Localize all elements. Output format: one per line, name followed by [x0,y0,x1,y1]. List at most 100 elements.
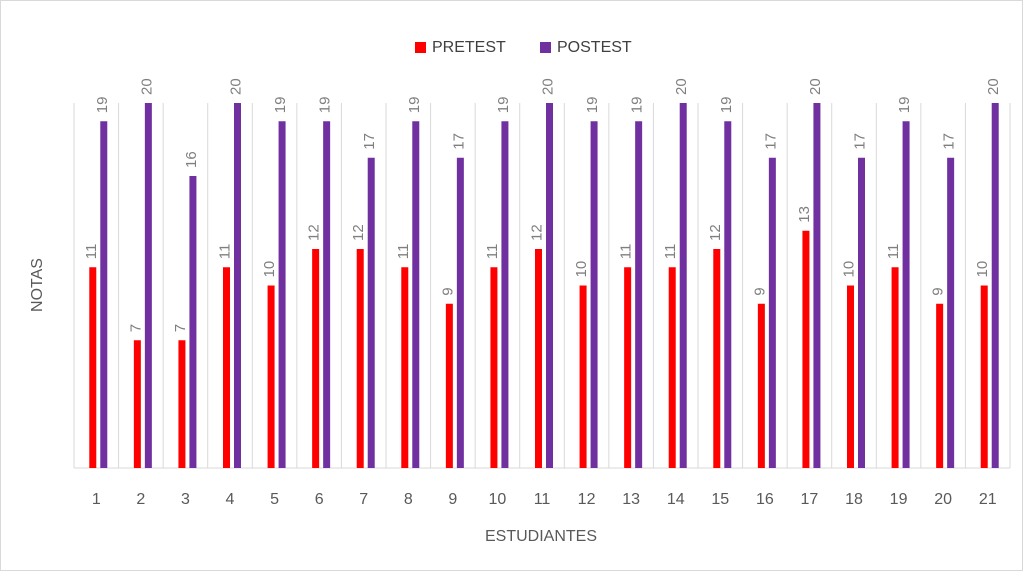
bar [624,267,632,468]
data-label: 9 [930,287,947,295]
x-tick-label: 10 [489,491,507,508]
bar [367,157,375,468]
data-label: 17 [941,133,958,150]
bar [813,103,821,468]
data-label: 19 [94,97,111,114]
data-label: 11 [484,244,501,260]
bar [356,249,364,468]
x-tick-label: 3 [181,491,190,508]
data-label: 19 [317,97,334,114]
bar [768,157,776,468]
bar [679,103,687,468]
x-tick-label: 5 [270,491,279,508]
x-tick-label: 4 [226,491,235,508]
bar [535,249,542,468]
data-label: 10 [261,261,278,278]
x-tick-label: 17 [801,491,819,508]
legend-swatch [540,42,551,53]
bar [178,340,186,468]
x-tick-label: 1 [92,491,101,508]
data-label: 17 [762,133,779,150]
data-label: 19 [584,97,601,114]
bar [579,285,587,468]
x-tick-label: 12 [578,491,596,508]
x-tick-label: 9 [448,491,457,508]
data-label: 19 [629,97,646,114]
bar [278,121,286,468]
data-label: 10 [573,261,590,278]
bar [802,230,810,468]
data-label: 12 [306,224,323,241]
data-label: 9 [751,287,768,295]
data-label: 19 [272,97,289,114]
bar [858,157,865,468]
data-label: 12 [707,224,724,241]
bar [713,249,721,468]
data-label: 7 [172,324,189,332]
x-tick-label: 8 [404,491,413,508]
data-label: 19 [718,97,735,114]
bar [445,303,453,468]
bar [312,249,320,468]
bar [144,103,152,468]
data-label: 11 [618,244,635,260]
data-label: 12 [350,224,367,241]
data-label: 17 [450,133,467,150]
data-label: 19 [495,97,512,114]
data-label: 20 [673,78,690,95]
legend-label: PRETEST [432,39,506,56]
bar [189,176,197,468]
data-label: 11 [662,244,679,260]
bar [133,340,141,468]
x-tick-label: 6 [315,491,324,508]
x-tick-label: 2 [136,491,145,508]
data-label: 7 [127,324,144,332]
bar [412,121,420,468]
data-label: 20 [539,78,556,95]
data-label: 11 [395,244,412,260]
data-label: 11 [885,244,902,260]
data-label: 19 [406,97,423,114]
data-label: 20 [138,78,155,95]
x-tick-label: 18 [845,491,863,508]
data-label: 11 [83,244,100,260]
x-tick-label: 13 [622,491,640,508]
legend-swatch [415,42,426,53]
x-tick-label: 14 [667,491,685,508]
data-label: 12 [528,224,545,241]
bar [991,103,999,468]
x-tick-label: 19 [890,491,908,508]
bar [947,157,955,468]
bar [100,121,108,468]
data-label: 20 [985,78,1002,95]
data-label: 10 [840,261,857,278]
bar [891,267,899,468]
data-label: 17 [851,133,868,150]
bar [323,121,331,468]
bar [635,121,643,468]
bar [267,285,275,468]
data-label: 19 [896,97,913,114]
bar [936,303,944,468]
bar [847,285,854,468]
x-tick-label: 16 [756,491,774,508]
bar [456,157,464,468]
bar [223,267,230,468]
bar [668,267,676,468]
data-label: 9 [439,287,456,295]
bar [401,267,409,468]
bar [980,285,988,468]
data-label: 13 [796,206,813,223]
bar [724,121,732,468]
bar [501,121,509,468]
bar [757,303,765,468]
data-label: 16 [183,151,200,168]
data-label: 11 [216,244,233,260]
bar [89,267,97,468]
y-axis-label: NOTAS [29,258,46,312]
data-label: 17 [361,133,378,150]
x-tick-label: 11 [534,491,551,508]
bar [590,121,598,468]
data-label: 20 [807,78,824,95]
